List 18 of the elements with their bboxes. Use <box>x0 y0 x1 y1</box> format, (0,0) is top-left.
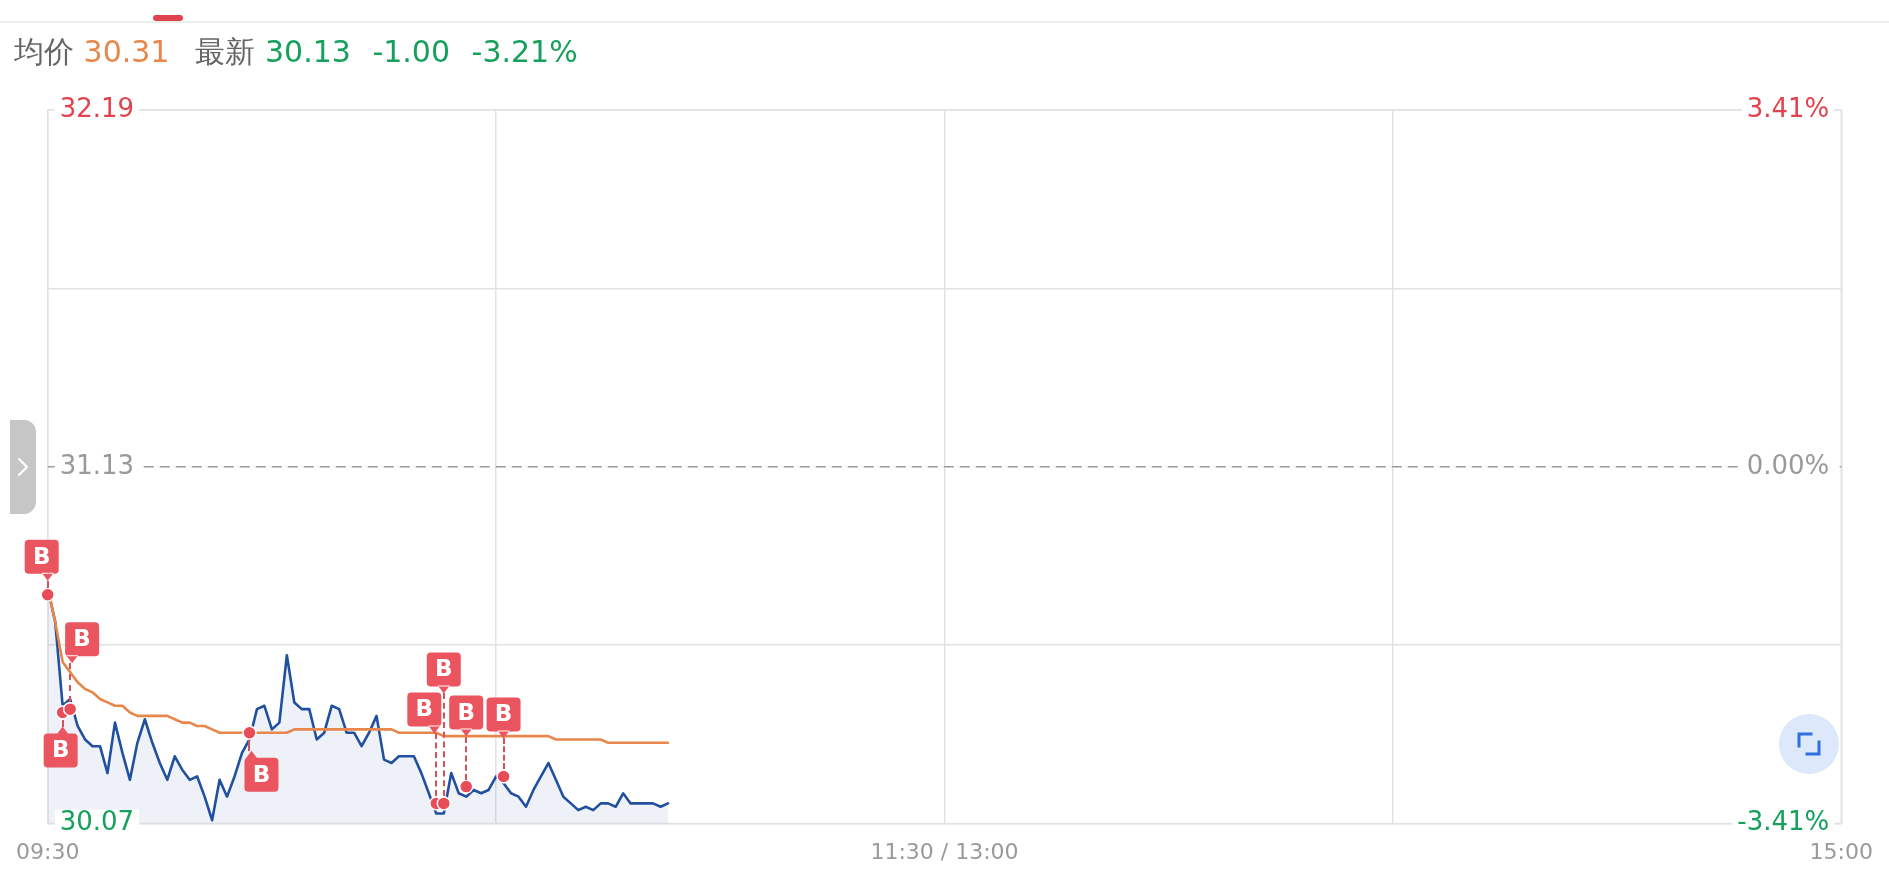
point <box>62 701 78 717</box>
point <box>40 587 55 602</box>
text: 最新 30.13 -1.00 -3.21% <box>195 33 578 69</box>
x-tick-label: 15:00 <box>1809 838 1873 864</box>
y2-tick-label: 3.41% <box>1746 92 1830 123</box>
text: 均价 30.31 <box>14 33 170 69</box>
data-label: B <box>494 700 513 727</box>
x-tick-label: 09:30 <box>16 838 80 864</box>
x-tick-label: 11:30 / 13:00 <box>870 838 1019 864</box>
point <box>436 796 452 811</box>
point <box>496 769 511 784</box>
y2-tick-label: 0.00% <box>1746 449 1830 480</box>
point <box>242 725 257 740</box>
y-tick-label: 30.07 <box>59 806 135 837</box>
y-tick-label: 32.19 <box>59 92 135 123</box>
point <box>458 779 474 794</box>
y-tick-label: 31.13 <box>59 449 135 480</box>
y2-tick-label: -3.41% <box>1737 806 1830 837</box>
